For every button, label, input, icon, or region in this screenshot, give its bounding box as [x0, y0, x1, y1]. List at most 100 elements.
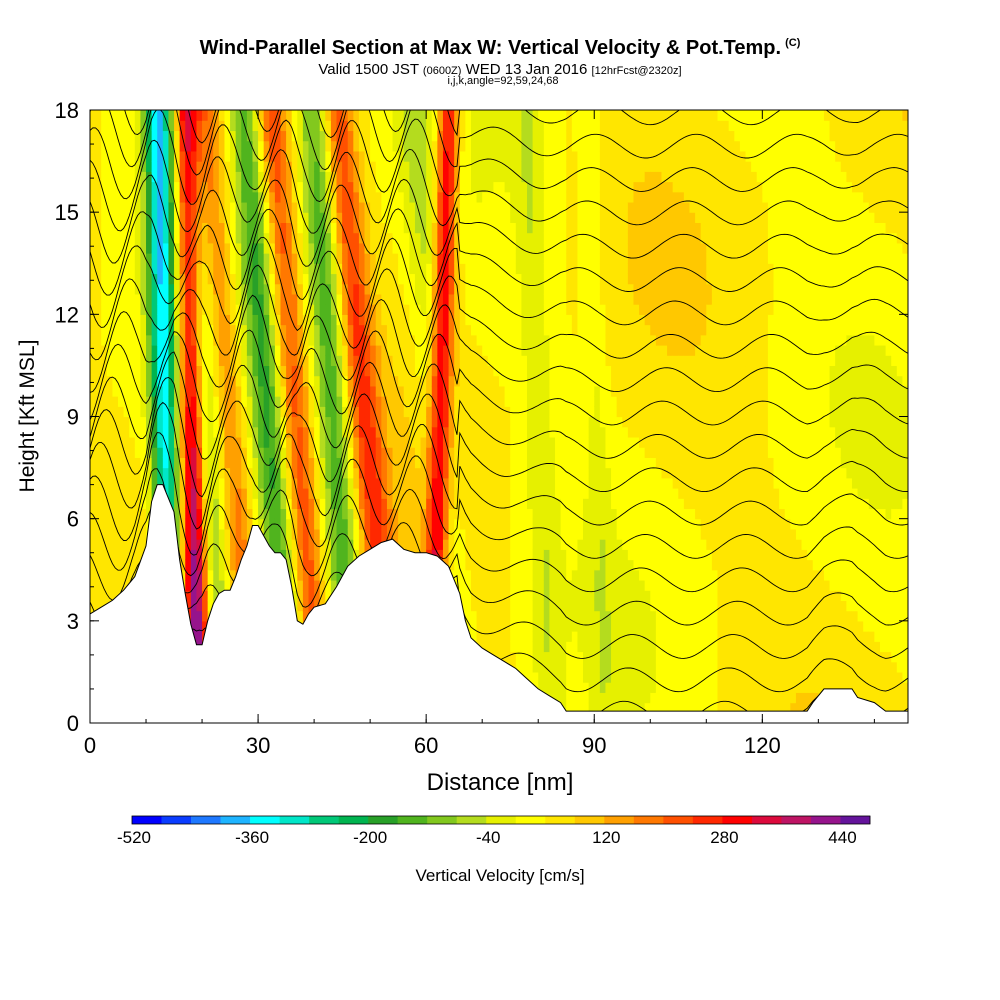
velocity-cell: [241, 253, 248, 264]
velocity-cell: [465, 222, 472, 234]
velocity-cell: [549, 436, 556, 448]
velocity-cell: [499, 273, 506, 285]
velocity-cell: [364, 375, 371, 387]
velocity-cell: [297, 130, 304, 142]
velocity-cell: [538, 171, 545, 183]
velocity-cell: [190, 293, 198, 305]
velocity-cell: [129, 232, 136, 244]
velocity-cell: [230, 549, 237, 561]
velocity-cell: [280, 436, 287, 448]
velocity-cell: [235, 293, 242, 305]
velocity-cell: [454, 110, 461, 121]
velocity-cell: [168, 273, 175, 285]
velocity-cell: [330, 467, 338, 479]
velocity-cell: [375, 150, 382, 162]
velocity-cell: [196, 222, 203, 234]
velocity-cell: [140, 355, 147, 367]
velocity-cell: [409, 365, 416, 377]
velocity-cell: [314, 406, 321, 418]
velocity-cell: [190, 304, 198, 315]
velocity-cell: [493, 631, 500, 642]
velocity-cell: [297, 171, 304, 183]
velocity-cell: [487, 610, 494, 622]
velocity-cell: [353, 293, 360, 305]
velocity-cell: [375, 304, 382, 315]
velocity-cell: [213, 406, 220, 418]
velocity-cell: [386, 304, 394, 315]
velocity-cell: [258, 344, 265, 356]
velocity-cell: [252, 385, 259, 397]
velocity-cell: [106, 273, 114, 285]
velocity-cell: [224, 344, 231, 356]
velocity-cell: [185, 161, 192, 172]
velocity-cell: [123, 436, 130, 448]
velocity-cell: [218, 161, 226, 172]
velocity-cell: [235, 385, 242, 397]
velocity-cell: [235, 253, 242, 264]
velocity-cell: [190, 590, 198, 601]
velocity-cell: [95, 191, 102, 203]
velocity-cell: [202, 344, 209, 356]
velocity-cell: [213, 130, 220, 142]
velocity-cell: [375, 201, 382, 213]
velocity-cell: [196, 528, 203, 540]
velocity-cell: [246, 355, 254, 367]
velocity-cell: [196, 457, 203, 469]
velocity-cell: [213, 426, 220, 438]
velocity-cell: [521, 549, 528, 561]
velocity-cell: [196, 161, 203, 172]
velocity-cell: [280, 201, 287, 213]
velocity-cell: [358, 447, 366, 458]
velocity-cell: [90, 191, 97, 203]
velocity-cell: [101, 508, 108, 520]
velocity-cell: [286, 212, 293, 223]
velocity-cell: [364, 385, 371, 397]
velocity-cell: [431, 426, 438, 438]
velocity-cell: [168, 375, 175, 387]
velocity-cell: [101, 579, 108, 591]
velocity-cell: [168, 314, 175, 326]
velocity-cell: [420, 467, 427, 479]
velocity-cell: [174, 344, 181, 356]
velocity-cell: [146, 447, 153, 458]
velocity-cell: [482, 590, 489, 601]
velocity-cell: [504, 283, 511, 295]
velocity-cell: [448, 375, 455, 387]
velocity-cell: [549, 130, 556, 142]
velocity-cell: [246, 375, 254, 387]
velocity-cell: [123, 293, 130, 305]
velocity-cell: [330, 242, 338, 254]
velocity-cell: [549, 150, 556, 162]
velocity-cell: [101, 396, 108, 407]
velocity-cell: [386, 344, 394, 356]
velocity-cell: [224, 579, 231, 591]
velocity-cell: [95, 447, 102, 458]
velocity-cell: [246, 396, 254, 407]
velocity-cell: [476, 161, 483, 172]
velocity-cell: [213, 171, 220, 183]
velocity-cell: [403, 344, 410, 356]
velocity-cell: [129, 293, 136, 305]
velocity-cell: [549, 161, 556, 172]
velocity-cell: [274, 436, 282, 448]
velocity-cell: [90, 201, 97, 213]
velocity-cell: [504, 263, 511, 275]
velocity-cell: [398, 314, 405, 326]
velocity-cell: [302, 293, 310, 305]
velocity-cell: [101, 569, 108, 581]
velocity-cell: [90, 467, 97, 479]
velocity-cell: [504, 324, 511, 336]
velocity-cell: [336, 334, 343, 346]
velocity-cell: [258, 324, 265, 336]
velocity-cell: [185, 396, 192, 407]
velocity-cell: [274, 140, 282, 152]
velocity-cell: [398, 283, 405, 295]
velocity-cell: [493, 610, 500, 622]
velocity-cell: [476, 130, 483, 142]
velocity-cell: [162, 171, 170, 183]
velocity-cell: [409, 334, 416, 346]
velocity-cell: [459, 396, 466, 407]
velocity-cell: [179, 498, 186, 510]
velocity-cell: [269, 181, 276, 193]
velocity-cell: [325, 314, 332, 326]
